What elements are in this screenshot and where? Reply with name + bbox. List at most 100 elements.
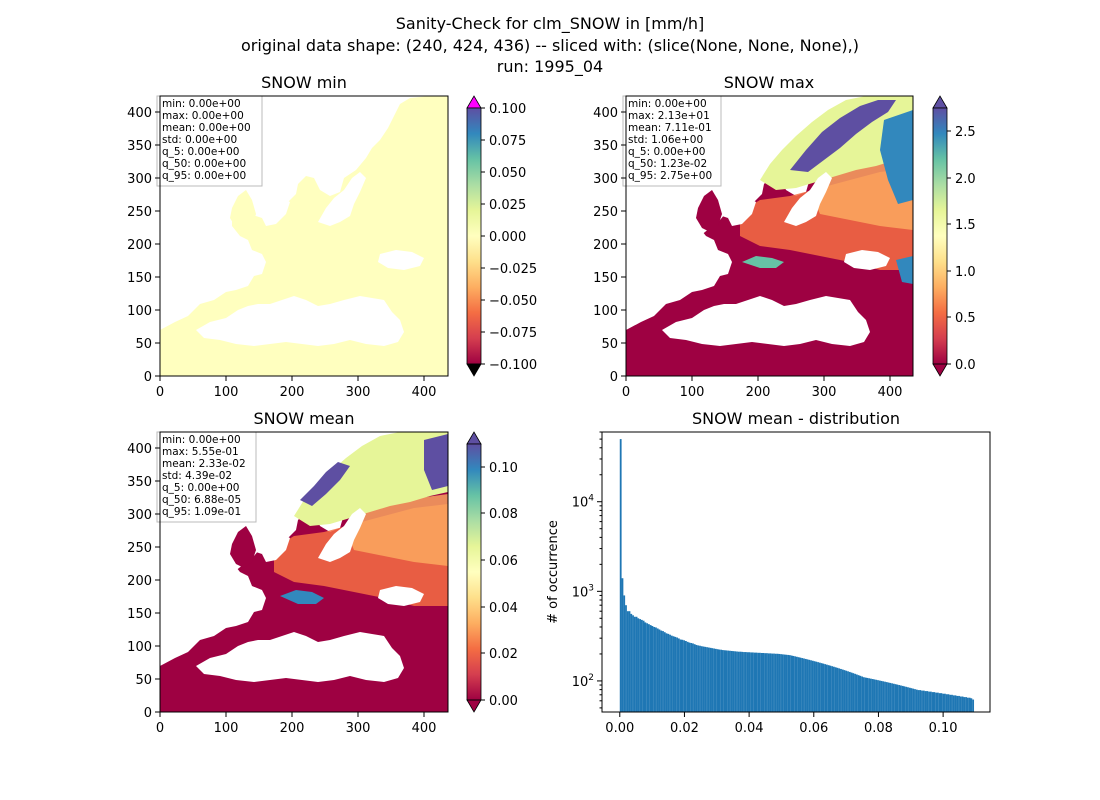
histogram-bar [833, 666, 835, 712]
x-tick-label: 400 [412, 385, 437, 400]
histogram-bar [774, 653, 777, 712]
colorbar-tick-label: 1.0 [955, 265, 976, 280]
y-tick-label: 50 [135, 337, 152, 352]
histogram-bar [709, 647, 712, 712]
x-axis: 0.00 0.02 0.04 0.06 0.08 0.10 [605, 712, 958, 736]
histogram-bar [670, 635, 673, 712]
histogram-bar [914, 689, 916, 712]
stat-q50: q_50: 1.23e-02 [628, 158, 707, 170]
histogram-bar [908, 687, 911, 712]
y-tick-label: 103 [572, 583, 594, 600]
histogram-bar [663, 632, 666, 712]
histogram-bar [796, 656, 798, 712]
histogram-bar [732, 651, 735, 712]
north-sea [262, 198, 290, 226]
y-tick-label: 400 [593, 106, 618, 121]
histogram-bar [780, 654, 782, 712]
colorbar-gradient [933, 108, 947, 364]
axes-frame [601, 431, 991, 713]
histogram-bar [836, 667, 839, 712]
histogram-bar [968, 697, 971, 712]
histogram-bar [750, 652, 752, 712]
y-tick-label: 350 [127, 139, 152, 154]
histogram-bar [942, 693, 945, 712]
x-tick-label: 100 [214, 721, 239, 736]
histogram-bar [838, 668, 841, 712]
x-tick-label: 200 [280, 385, 305, 400]
histogram-bar [720, 649, 723, 712]
histogram-bar [718, 649, 721, 712]
colorbar: 0.100 0.075 0.050 0.025 0.000 −0.025 −0.… [466, 95, 537, 377]
histogram-bar [767, 653, 770, 712]
baltic-sea [784, 172, 832, 226]
histogram-bar [707, 647, 710, 712]
stats-box-frame [156, 431, 257, 523]
colorbar-extend-over [932, 95, 948, 109]
histogram-bar [877, 680, 879, 712]
stat-q5: q_5: 0.00e+00 [162, 482, 239, 494]
histogram-bar [792, 655, 795, 712]
histogram-bar [892, 683, 895, 712]
panel-snow-max: SNOW max min: 0.00e+00 max: 2.13e+01 mea… [593, 73, 976, 400]
histogram-bar [646, 623, 649, 712]
stats-box: min: 0.00e+00 max: 0.00e+00 mean: 0.00e+… [156, 95, 263, 187]
stat-q95: q_95: 0.00e+00 [162, 170, 246, 182]
histogram-bar [746, 652, 749, 712]
colorbar-extend-under [466, 699, 482, 713]
histogram-bar [824, 664, 826, 712]
histogram-bar [644, 622, 647, 712]
histogram-bar [676, 637, 678, 712]
histogram-bar [758, 652, 761, 712]
histogram-bar [896, 684, 899, 712]
panel-title: SNOW mean - distribution [692, 409, 900, 428]
histogram-bar [810, 660, 812, 712]
histogram-bar [970, 698, 973, 712]
histogram-bar [864, 677, 867, 712]
histogram-bar [825, 664, 828, 712]
stat-q95: q_95: 1.09e-01 [162, 506, 241, 518]
stat-mean: mean: 7.11e-01 [628, 122, 712, 134]
y-tick-label: 0 [610, 370, 618, 385]
histogram-bar [843, 670, 846, 712]
histogram-bar [711, 648, 714, 712]
suptitle-line-3: run: 1995_04 [497, 57, 603, 77]
histogram-bar [697, 645, 700, 712]
histogram-bar [699, 645, 701, 712]
histogram-bar [912, 688, 915, 712]
y-tick-label: 150 [127, 271, 152, 286]
stat-q95: q_95: 2.75e+00 [628, 170, 712, 182]
histogram-bar [813, 661, 816, 712]
histogram-bar [882, 681, 885, 712]
histogram-bar [743, 652, 745, 712]
stat-mean: mean: 0.00e+00 [162, 122, 251, 134]
histogram-bar [640, 619, 643, 712]
histogram-bar [656, 628, 659, 712]
histogram-bar [787, 654, 789, 712]
panel-title: SNOW mean [254, 409, 355, 428]
axes-frame [159, 431, 449, 713]
x-tick-label: 0.04 [735, 721, 764, 736]
histogram-bar [847, 671, 849, 712]
histogram-bar [665, 633, 668, 712]
histogram-bar [764, 653, 767, 712]
histogram-bar [898, 685, 901, 712]
y-tick-label: 350 [127, 475, 152, 490]
y-axis: 0 50 100 150 200 250 300 350 400 [127, 106, 160, 385]
figure-suptitle: Sanity-Check for clm_SNOW in [mm/h] orig… [241, 14, 859, 77]
stat-std: std: 1.06e+00 [628, 134, 703, 146]
colorbar-extend-under [466, 363, 482, 377]
histogram-bar [647, 624, 650, 712]
histogram-bar [840, 668, 842, 712]
histogram-bar [704, 646, 707, 712]
histogram-bar [936, 692, 939, 712]
histogram-bar [845, 670, 848, 712]
stat-min: min: 0.00e+00 [628, 98, 707, 110]
histogram-bar [662, 631, 664, 712]
histogram-bar [681, 639, 684, 712]
histogram-bar [815, 661, 818, 712]
y-tick-label: 50 [135, 673, 152, 688]
y-tick-label: 150 [127, 607, 152, 622]
x-tick-label: 400 [878, 385, 903, 400]
histogram-bar [721, 650, 724, 712]
british-isles [230, 526, 256, 568]
